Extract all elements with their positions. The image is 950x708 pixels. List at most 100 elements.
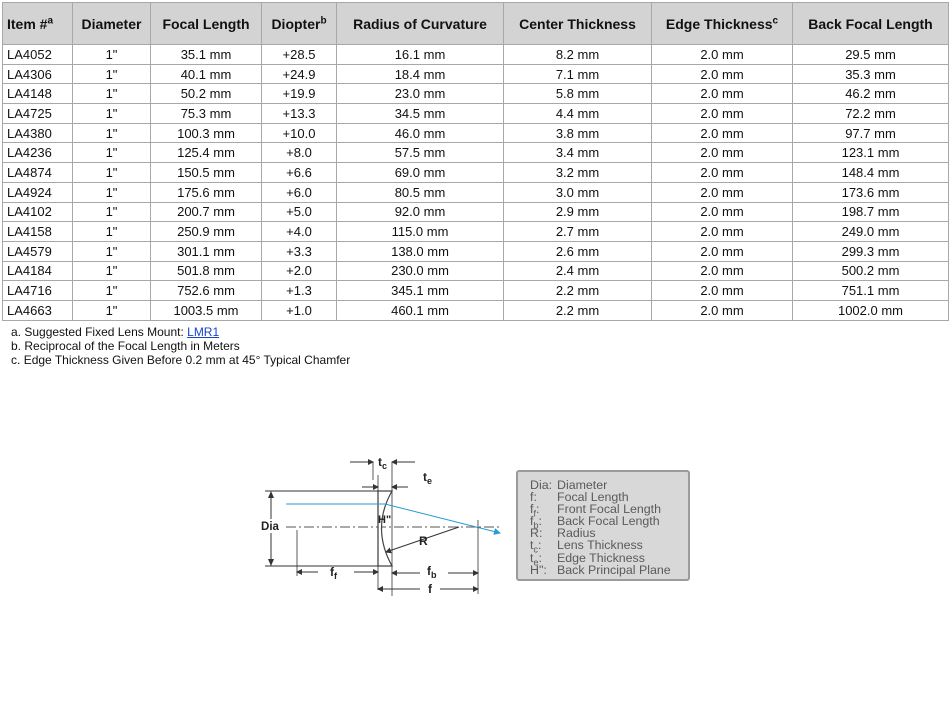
legend-text: Edge Thickness — [557, 550, 645, 565]
cell-diameter: 1" — [72, 44, 151, 65]
cell-focal-length: 200.7 mm — [150, 201, 262, 223]
legend-symbol: fb: — [530, 514, 542, 531]
refracted-ray — [384, 503, 501, 535]
cell-edge-thickness: 2.0 mm — [651, 162, 793, 183]
cell-center-thickness: 3.0 mm — [503, 181, 652, 203]
cell-diameter: 1" — [72, 162, 151, 183]
header-edge-thickness: Edge Thicknessc — [651, 2, 793, 45]
cell-center-thickness: 2.2 mm — [503, 299, 652, 321]
legend-item: R: Radius — [530, 527, 688, 539]
header-diopter: Diopterb — [261, 2, 337, 45]
cell-diopter: +24.9 — [261, 63, 337, 85]
header-radius-of-curvature: Radius of Curvature — [336, 2, 504, 45]
cell-back-focal-length: 249.0 mm — [792, 221, 949, 242]
dia-arrow-top — [268, 491, 274, 498]
cell-radius-of-curvature: 23.0 mm — [336, 83, 504, 105]
cell-edge-thickness: 2.0 mm — [651, 221, 793, 242]
cell-diopter: +3.3 — [261, 240, 337, 262]
tc-label: tc — [378, 455, 387, 471]
cell-diopter: +10.0 — [261, 122, 337, 144]
footnote-c: c. Edge Thickness Given Before 0.2 mm at… — [11, 353, 350, 367]
legend-symbol: te: — [530, 550, 542, 568]
legend-symbol: ff: — [530, 502, 540, 519]
cell-back-focal-length: 46.2 mm — [792, 83, 949, 105]
footnote-a-prefix: a. — [11, 325, 22, 339]
header-center-thickness: Center Thickness — [503, 2, 652, 45]
cell-item-number: LA4052 — [2, 44, 73, 65]
cell-diameter: 1" — [72, 103, 151, 124]
cell-center-thickness: 5.8 mm — [503, 83, 652, 105]
cell-radius-of-curvature: 138.0 mm — [336, 240, 504, 262]
dia-label: Dia — [261, 521, 280, 533]
cell-radius-of-curvature: 18.4 mm — [336, 63, 504, 85]
cell-focal-length: 40.1 mm — [150, 63, 262, 85]
dia-arrow-bottom — [268, 559, 274, 566]
cell-item-number: LA4236 — [2, 142, 73, 164]
table-row: LA4306 1" 40.1 mm +24.9 18.4 mm 7.1 mm 2.0 mm 3… — [2, 63, 949, 85]
table-header-row: Item #a Diameter Focal Length Diopterb R… — [2, 2, 949, 45]
cell-diameter: 1" — [72, 142, 151, 164]
cell-back-focal-length: 299.3 mm — [792, 240, 949, 262]
cell-item-number: LA4306 — [2, 63, 73, 85]
cell-center-thickness: 2.6 mm — [503, 240, 652, 262]
cell-center-thickness: 8.2 mm — [503, 44, 652, 65]
footnote-c-prefix: c. — [11, 353, 21, 367]
cell-focal-length: 50.2 mm — [150, 83, 262, 105]
cell-diopter: +28.5 — [261, 44, 337, 65]
cell-focal-length: 75.3 mm — [150, 103, 262, 124]
cell-item-number: LA4380 — [2, 122, 73, 144]
cell-focal-length: 125.4 mm — [150, 142, 262, 164]
legend-symbol: Dia: — [530, 478, 553, 492]
cell-item-number: LA4924 — [2, 181, 73, 203]
ff-label: ff — [330, 565, 338, 581]
cell-center-thickness: 2.4 mm — [503, 260, 652, 282]
cell-focal-length: 100.3 mm — [150, 122, 262, 144]
legend-text: Diameter — [557, 478, 608, 492]
diagram-legend: Dia: Diameter f: Focal Length ff: Front Focal… — [516, 470, 690, 581]
cell-item-number: LA4663 — [2, 299, 73, 321]
cell-edge-thickness: 2.0 mm — [651, 142, 793, 164]
legend-text: Back Focal Length — [557, 514, 660, 529]
r-label: R — [419, 534, 428, 548]
cell-edge-thickness: 2.0 mm — [651, 260, 793, 282]
table-row: LA4924 1" 175.6 mm +6.0 80.5 mm 3.0 mm 2.0 mm 1… — [2, 181, 949, 203]
cell-radius-of-curvature: 46.0 mm — [336, 122, 504, 144]
cell-diopter: +19.9 — [261, 83, 337, 105]
table-row: LA4874 1" 150.5 mm +6.6 69.0 mm 3.2 mm 2.0 mm 1… — [2, 162, 949, 183]
table-row: LA4236 1" 125.4 mm +8.0 57.5 mm 3.4 mm 2.0 mm 1… — [2, 142, 949, 164]
cell-focal-length: 250.9 mm — [150, 221, 262, 242]
cell-back-focal-length: 148.4 mm — [792, 162, 949, 183]
cell-diopter: +1.3 — [261, 280, 337, 301]
cell-center-thickness: 3.2 mm — [503, 162, 652, 183]
cell-back-focal-length: 198.7 mm — [792, 201, 949, 223]
cell-diopter: +4.0 — [261, 221, 337, 242]
legend-item: tc: Lens Thickness — [530, 539, 688, 554]
h-label: H" — [378, 514, 391, 526]
cell-radius-of-curvature: 460.1 mm — [336, 299, 504, 321]
legend-text: Focal Length — [557, 490, 629, 505]
cell-center-thickness: 2.7 mm — [503, 221, 652, 242]
cell-radius-of-curvature: 345.1 mm — [336, 280, 504, 301]
cell-radius-of-curvature: 115.0 mm — [336, 221, 504, 242]
cell-back-focal-length: 173.6 mm — [792, 181, 949, 203]
cell-edge-thickness: 2.0 mm — [651, 201, 793, 223]
table-body: LA4052 1" 35.1 mm +28.5 16.1 mm 8.2 mm 2.0 mm 2… — [2, 44, 949, 321]
cell-edge-thickness: 2.0 mm — [651, 103, 793, 124]
lmr1-link[interactable]: LMR1 — [187, 325, 220, 339]
footnote-c-text: Edge Thickness Given Before 0.2 mm at 45… — [23, 353, 351, 367]
lens-diagram: Dia tc te H" R ff fb — [258, 455, 501, 596]
cell-center-thickness: 3.8 mm — [503, 122, 652, 144]
cell-focal-length: 301.1 mm — [150, 240, 262, 262]
cell-diameter: 1" — [72, 260, 151, 282]
legend-item: te: Edge Thickness — [530, 550, 688, 568]
cell-focal-length: 35.1 mm — [150, 44, 262, 65]
cell-back-focal-length: 72.2 mm — [792, 103, 949, 124]
legend-item: ff: Front Focal Length — [530, 502, 688, 519]
footnote-b: b. Reciprocal of the Focal Length in Met… — [11, 339, 350, 353]
cell-focal-length: 752.6 mm — [150, 280, 262, 301]
cell-diameter: 1" — [72, 299, 151, 321]
cell-back-focal-length: 97.7 mm — [792, 122, 949, 144]
footnote-b-text: Reciprocal of the Focal Length in Meters — [24, 339, 240, 353]
cell-item-number: LA4874 — [2, 162, 73, 183]
cell-focal-length: 150.5 mm — [150, 162, 262, 183]
